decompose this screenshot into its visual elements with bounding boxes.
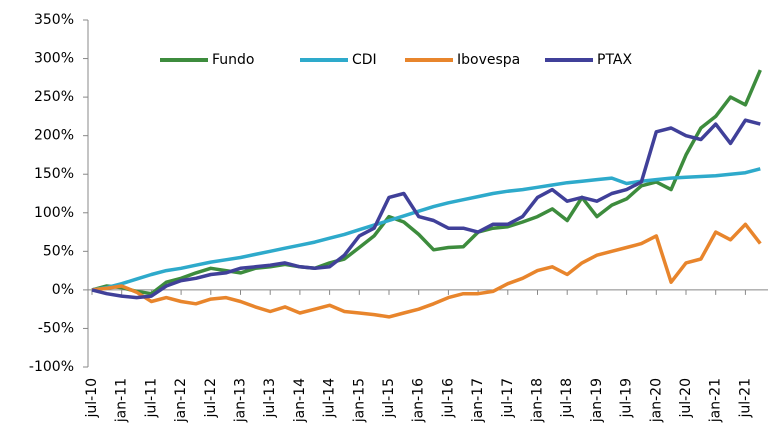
x-tick-label: jan-14 — [292, 378, 308, 423]
y-tick-label: 300% — [34, 51, 74, 67]
series-line — [91, 222, 762, 319]
x-tick-label: jan-13 — [233, 378, 249, 423]
x-tick-label: jan-20 — [648, 378, 664, 423]
x-tick-label: jan-11 — [114, 378, 130, 423]
y-tick-label: 150% — [34, 166, 74, 182]
legend-label: PTAX — [597, 52, 632, 68]
x-tick-label: jan-15 — [351, 378, 367, 423]
y-tick-label: 200% — [34, 128, 74, 144]
x-tick-label: jul-17 — [500, 378, 516, 419]
x-tick-label: jul-12 — [203, 378, 219, 419]
legend-label: CDI — [352, 52, 377, 68]
x-tick-label: jul-20 — [678, 378, 694, 419]
y-tick-label: -100% — [29, 359, 74, 375]
x-tick-label: jul-19 — [619, 378, 635, 419]
x-tick-label: jan-16 — [411, 378, 427, 423]
y-tick-label: 250% — [34, 89, 74, 105]
legend-label: Fundo — [212, 52, 255, 68]
x-tick-label: jan-17 — [470, 378, 486, 423]
x-tick-label: jul-15 — [381, 378, 397, 419]
x-tick-label: jan-18 — [530, 378, 546, 423]
x-tick-label: jul-10 — [84, 378, 100, 419]
x-tick-label: jul-13 — [262, 378, 278, 419]
y-tick-label: -50% — [38, 320, 74, 336]
y-tick-label: 50% — [43, 243, 74, 259]
y-tick-label: 0% — [52, 282, 74, 298]
x-tick-label: jul-16 — [440, 378, 456, 419]
legend-label: Ibovespa — [457, 52, 520, 68]
x-tick-label: jul-21 — [737, 378, 753, 419]
y-tick-label: 100% — [34, 205, 74, 221]
y-tick-label: 350% — [34, 12, 74, 28]
series-line — [91, 69, 762, 296]
x-tick-label: jan-21 — [708, 378, 724, 423]
x-tick-label: jan-12 — [173, 378, 189, 423]
x-tick-label: jul-11 — [143, 378, 159, 419]
x-tick-label: jul-18 — [559, 378, 575, 419]
series-line — [91, 118, 761, 300]
x-tick-label: jul-14 — [322, 378, 338, 419]
series-line — [91, 167, 761, 292]
x-tick-label: jan-19 — [589, 378, 605, 423]
